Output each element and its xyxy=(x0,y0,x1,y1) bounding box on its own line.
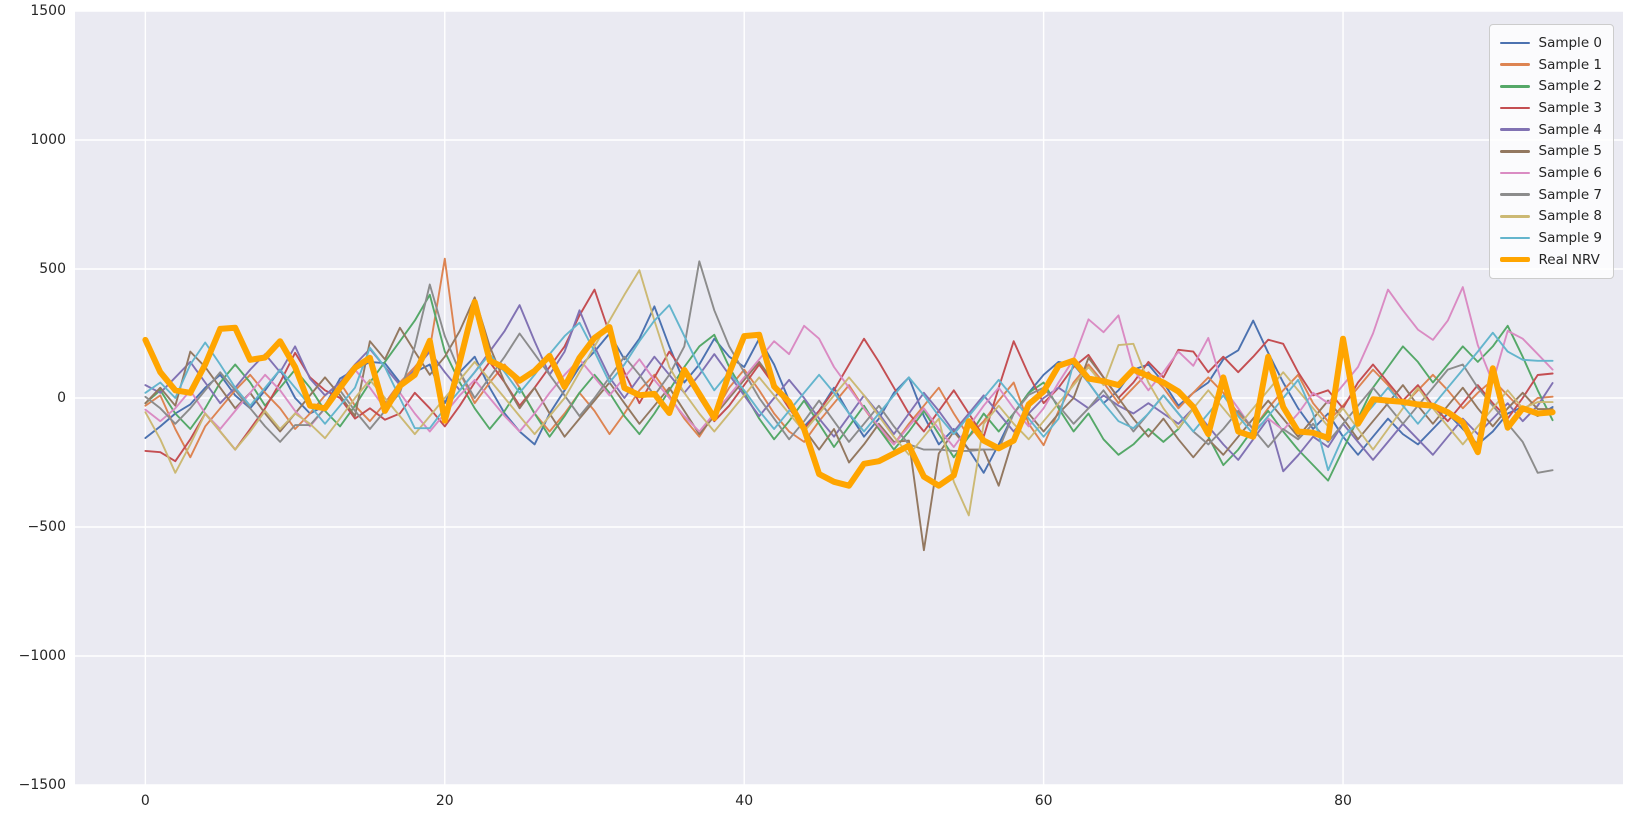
legend-swatch xyxy=(1499,215,1530,218)
legend-label: Sample 4 xyxy=(1538,121,1603,138)
y-tick-label: 0 xyxy=(57,390,66,406)
x-tick-label: 40 xyxy=(735,793,754,809)
x-tick-label: 80 xyxy=(1334,793,1352,809)
legend-label: Sample 7 xyxy=(1538,186,1603,203)
x-tick-label: 20 xyxy=(435,793,454,809)
legend-item: Sample 2 xyxy=(1499,75,1603,97)
legend-item: Sample 9 xyxy=(1499,227,1603,249)
series-line-sample-5 xyxy=(144,296,1554,552)
y-tick-label: 1000 xyxy=(30,132,66,148)
series-line-sample-1 xyxy=(144,257,1554,459)
legend-label: Sample 5 xyxy=(1538,143,1603,160)
legend-swatch xyxy=(1499,128,1530,131)
legend-swatch xyxy=(1499,84,1530,88)
legend: Sample 0 Sample 1 Sample 2 Sample 3 Sample 4… xyxy=(1488,24,1614,279)
legend-item: Real NRV xyxy=(1499,249,1603,271)
legend-item: Sample 3 xyxy=(1499,97,1603,119)
legend-label: Sample 9 xyxy=(1538,230,1603,247)
legend-swatch xyxy=(1499,149,1530,153)
legend-item: Sample 1 xyxy=(1499,54,1603,76)
y-tick-label: 1500 xyxy=(30,3,66,19)
legend-label: Sample 3 xyxy=(1538,99,1603,116)
legend-swatch xyxy=(1499,236,1530,240)
legend-swatch xyxy=(1499,193,1530,196)
legend-item: Sample 5 xyxy=(1499,140,1603,162)
y-tick-label: −1000 xyxy=(18,648,66,664)
legend-swatch xyxy=(1499,171,1530,175)
legend-item: Sample 4 xyxy=(1499,119,1603,141)
legend-swatch xyxy=(1499,256,1530,263)
y-tick-label: −1500 xyxy=(18,777,66,793)
series-line-sample-2 xyxy=(144,293,1554,482)
legend-item: Sample 0 xyxy=(1499,32,1603,54)
legend-label: Sample 2 xyxy=(1538,78,1603,95)
legend-label: Sample 1 xyxy=(1538,56,1603,73)
y-tick-label: 500 xyxy=(39,261,66,277)
legend-label: Sample 8 xyxy=(1538,208,1603,225)
legend-label: Sample 6 xyxy=(1538,164,1603,181)
legend-swatch xyxy=(1499,63,1530,66)
legend-label: Real NRV xyxy=(1538,251,1600,268)
legend-item: Sample 7 xyxy=(1499,184,1603,206)
x-tick-label: 0 xyxy=(140,793,150,809)
y-tick-label: −500 xyxy=(27,519,66,535)
legend-item: Sample 6 xyxy=(1499,162,1603,184)
x-tick-label: 60 xyxy=(1034,793,1053,809)
series-line-real-nrv xyxy=(142,299,1556,489)
legend-swatch xyxy=(1499,106,1530,110)
legend-item: Sample 8 xyxy=(1499,206,1603,228)
legend-swatch xyxy=(1499,41,1530,45)
legend-label: Sample 0 xyxy=(1538,34,1603,51)
